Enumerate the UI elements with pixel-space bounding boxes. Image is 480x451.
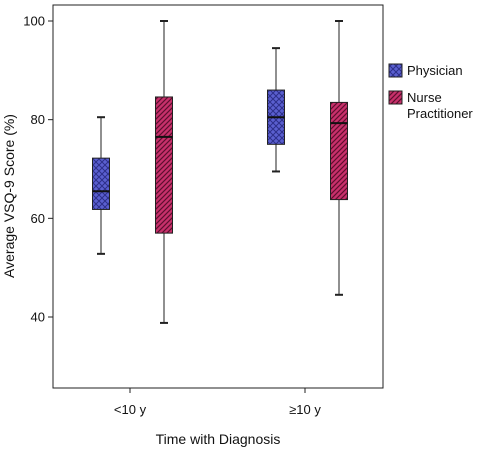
legend-label: Physician <box>407 63 463 78</box>
y-tick-label: 80 <box>31 112 45 127</box>
box-physician-1 <box>267 47 285 173</box>
legend: Physician Nurse Practitioner <box>388 63 473 121</box>
y-axis-title: Average VSQ-9 Score (%) <box>1 114 17 278</box>
box-series <box>92 20 348 324</box>
y-tick-label: 40 <box>31 310 45 325</box>
box-nurse-practitioner-0 <box>155 20 173 324</box>
x-tick-label: ≥10 y <box>289 402 321 417</box>
iqr-box <box>330 101 348 201</box>
x-axis-title: Time with Diagnosis <box>156 431 281 447</box>
x-tick-label: <10 y <box>114 402 147 417</box>
legend-swatch <box>388 90 403 105</box>
box-nurse-practitioner-1 <box>330 20 348 296</box>
box-physician-0 <box>92 116 110 255</box>
y-axis: 40 60 80 100 <box>23 14 53 325</box>
iqr-box <box>92 157 110 210</box>
legend-swatch <box>388 63 403 78</box>
y-tick-label: 60 <box>31 211 45 226</box>
iqr-box <box>155 96 173 234</box>
legend-label: Nurse Practitioner <box>407 90 473 121</box>
y-tick-label: 100 <box>23 14 45 29</box>
x-axis: <10 y ≥10 y <box>114 388 321 417</box>
